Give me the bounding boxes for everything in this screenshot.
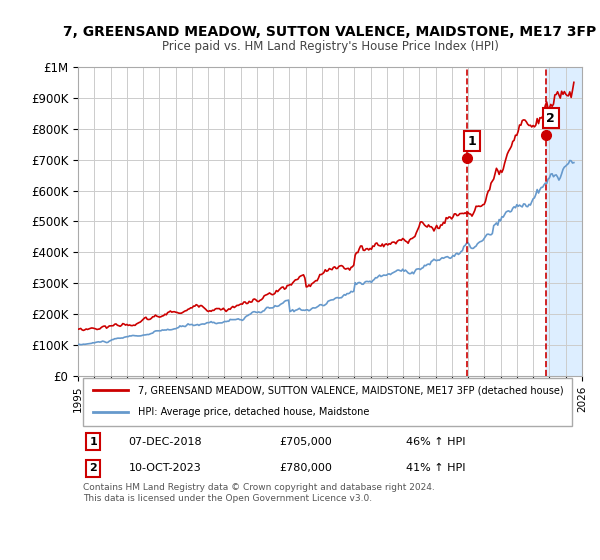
Text: £780,000: £780,000 [280,463,332,473]
Text: Price paid vs. HM Land Registry's House Price Index (HPI): Price paid vs. HM Land Registry's House … [161,40,499,53]
Text: 7, GREENSAND MEADOW, SUTTON VALENCE, MAIDSTONE, ME17 3FP: 7, GREENSAND MEADOW, SUTTON VALENCE, MAI… [64,25,596,39]
Text: 10-OCT-2023: 10-OCT-2023 [128,463,201,473]
Text: 1: 1 [89,437,97,447]
Text: 41% ↑ HPI: 41% ↑ HPI [406,463,465,473]
Text: 46% ↑ HPI: 46% ↑ HPI [406,437,465,447]
Bar [546,67,582,376]
Text: 07-DEC-2018: 07-DEC-2018 [128,437,202,447]
Text: £705,000: £705,000 [280,437,332,447]
Text: HPI: Average price, detached house, Maidstone: HPI: Average price, detached house, Maid… [139,407,370,417]
FancyBboxPatch shape [83,378,572,426]
Text: Contains HM Land Registry data © Crown copyright and database right 2024.
This d: Contains HM Land Registry data © Crown c… [83,483,435,502]
Text: 1: 1 [467,135,476,148]
Text: 2: 2 [89,463,97,473]
Text: 2: 2 [547,111,555,124]
Text: 7, GREENSAND MEADOW, SUTTON VALENCE, MAIDSTONE, ME17 3FP (detached house): 7, GREENSAND MEADOW, SUTTON VALENCE, MAI… [139,385,564,395]
